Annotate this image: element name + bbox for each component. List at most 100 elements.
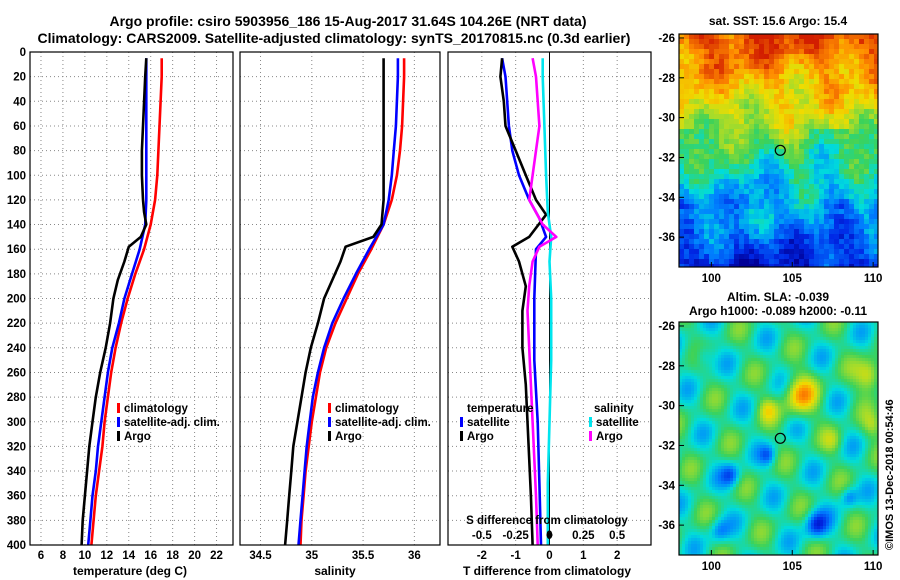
map-cell <box>779 84 785 90</box>
map-cell <box>850 355 854 359</box>
map-cell <box>841 427 845 431</box>
map-cell <box>854 239 860 245</box>
map-cell <box>814 49 820 55</box>
map-cell <box>774 184 780 190</box>
map-cell <box>869 144 875 150</box>
map-cell <box>730 391 734 395</box>
map-cell <box>688 442 692 446</box>
temperature-legend: climatology satellite-adj. clim. Argo <box>117 403 220 443</box>
map-cell <box>793 379 797 383</box>
map-cell <box>819 134 825 140</box>
map-cell <box>823 334 827 338</box>
map-cell <box>804 129 810 135</box>
map-cell <box>790 442 794 446</box>
map-cell <box>805 376 809 380</box>
map-cell <box>779 199 785 205</box>
map-cell <box>784 224 790 230</box>
map-cell <box>774 254 780 260</box>
map-cell <box>856 322 860 326</box>
map-cell <box>808 382 812 386</box>
map-cell <box>736 322 740 326</box>
map-cell <box>703 406 707 410</box>
map-cell <box>859 394 863 398</box>
map-cell <box>759 229 765 235</box>
map-cell <box>691 388 695 392</box>
map-cell <box>734 119 740 125</box>
map-cell <box>839 169 845 175</box>
map-cell <box>868 433 872 437</box>
map-cell <box>754 124 760 130</box>
map-cell <box>739 361 743 365</box>
map-cell <box>709 427 713 431</box>
map-cell <box>757 352 761 356</box>
map-cell <box>809 199 815 205</box>
map-cell <box>874 373 878 377</box>
map-cell <box>769 394 773 398</box>
map-cell <box>799 239 805 245</box>
map-cell <box>775 337 779 341</box>
map-cell <box>730 442 734 446</box>
map-cell <box>751 337 755 341</box>
map-cell <box>779 79 785 85</box>
map-cell <box>729 144 735 150</box>
map-cell <box>829 409 833 413</box>
map-cell <box>759 189 765 195</box>
map-cell <box>835 415 839 419</box>
map-cell <box>682 331 686 335</box>
map-cell <box>775 391 779 395</box>
map-cell <box>820 367 824 371</box>
map-cell <box>799 39 805 45</box>
map-cell <box>763 358 767 362</box>
map-cell <box>759 224 765 230</box>
map-cell <box>856 442 860 446</box>
map-cell <box>759 259 765 265</box>
map-cell <box>709 189 715 195</box>
map-cell <box>694 349 698 353</box>
map-cell <box>778 373 782 377</box>
map-cell <box>859 244 865 250</box>
map-cell <box>841 406 845 410</box>
map-cell <box>766 361 770 365</box>
map-cell <box>754 74 760 80</box>
map-cell <box>790 433 794 437</box>
map-cell <box>764 144 770 150</box>
map-cell <box>784 244 790 250</box>
map-cell <box>682 328 686 332</box>
map-cell <box>742 391 746 395</box>
map-cell <box>748 394 752 398</box>
map-cell <box>805 403 809 407</box>
map-cell <box>868 367 872 371</box>
map-cell <box>802 322 806 326</box>
map-cell <box>704 84 710 90</box>
map-cell <box>834 109 840 115</box>
map-cell <box>799 373 803 377</box>
map-cell <box>709 364 713 368</box>
map-cell <box>790 343 794 347</box>
map-cell <box>850 400 854 404</box>
map-cell <box>799 448 803 452</box>
map-cell <box>729 194 735 200</box>
map-cell <box>864 49 870 55</box>
map-cell <box>688 340 692 344</box>
map-cell <box>729 79 735 85</box>
map-cell <box>682 391 686 395</box>
map-cell <box>796 385 800 389</box>
map-cell <box>721 367 725 371</box>
map-cell <box>714 264 720 268</box>
map-cell <box>823 358 827 362</box>
map-cell <box>772 448 776 452</box>
map-cell <box>769 328 773 332</box>
map-cell <box>679 39 685 45</box>
map-cell <box>805 397 809 401</box>
map-cell <box>715 385 719 389</box>
map-cell <box>774 239 780 245</box>
map-cell <box>760 388 764 392</box>
map-cell <box>826 430 830 434</box>
map-cell <box>871 433 875 437</box>
map-cell <box>724 337 728 341</box>
map-cell <box>744 49 750 55</box>
map-cell <box>784 406 788 410</box>
map-cell <box>869 164 875 170</box>
map-cell <box>778 394 782 398</box>
